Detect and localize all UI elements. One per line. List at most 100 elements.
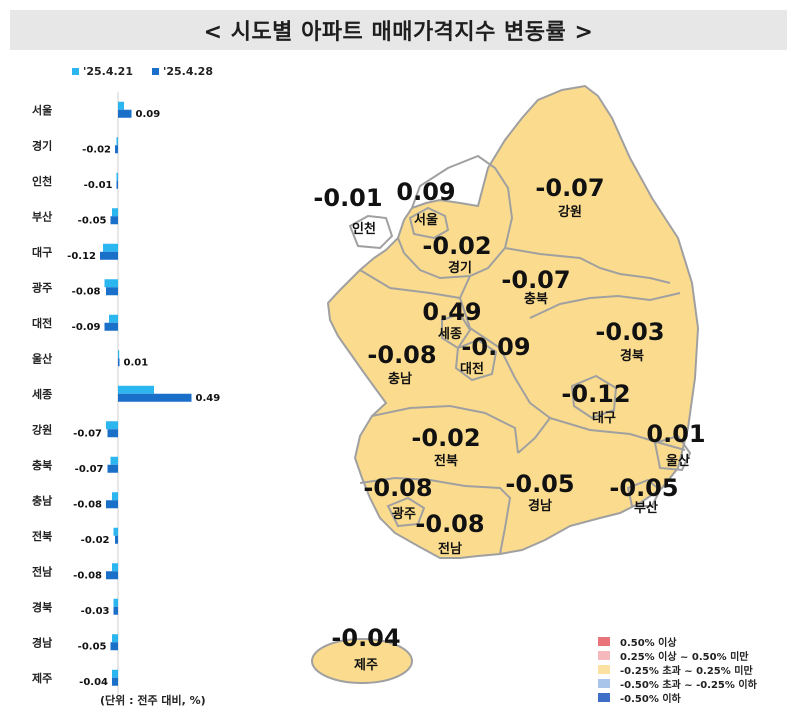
bar-prev [118,385,154,394]
category-label: 경기 [32,138,52,152]
bar-curr [118,358,120,367]
legend-label: '25.4.28 [163,65,213,78]
bar-prev [109,314,118,323]
bar-prev [112,634,118,643]
map-legend-label: 0.50% 이상 [620,637,677,649]
map-legend-item: -0.25% 초과 ~ 0.25% 미만 [598,662,757,677]
region-name: 울산 [666,453,690,469]
bar-prev [112,669,118,678]
region-name: 충남 [388,371,412,387]
border-incheon [348,214,394,250]
category-label: 경북 [32,600,52,614]
border-jeonbuk [371,404,519,454]
region-value: -0.02 [422,232,491,260]
region-name: 대구 [592,411,616,426]
bar-prev [116,172,118,181]
category-label: 서울 [32,103,52,117]
map-legend-swatch [598,664,610,674]
bar-curr [118,393,192,402]
legend-swatch [152,68,159,75]
border-gangwon-chungbuk [504,247,671,284]
region-name: 경남 [528,498,552,514]
region-value: -0.05 [505,470,574,498]
region-value: 0.01 [646,420,705,448]
bar-curr [107,464,118,473]
border-ulsan [653,434,692,472]
bar-prev [110,456,118,465]
region-name: 세종 [438,327,462,342]
mainland [326,84,700,559]
category-label: 세종 [32,387,52,401]
region-name: 제주 [354,658,378,673]
bar-prev [116,137,118,146]
bar-curr [118,109,132,118]
bar-prev [118,350,120,359]
bar-curr [113,606,118,615]
category-label: 대전 [32,316,52,330]
bar-curr [110,216,118,225]
border-gyeonggi [397,154,514,280]
region-name: 인천 [352,221,376,237]
bar-curr [106,571,118,580]
region-value: -0.05 [609,474,678,502]
region-value: 0.49 [422,298,481,326]
region-name: 전북 [434,453,458,469]
border-gwangju [386,496,426,528]
bar-curr [100,251,118,260]
border-gyeongbuk-south [549,417,686,451]
data-label: -0.07 [73,428,102,439]
map-legend-item: -0.50% 초과 ~ -0.25% 이하 [598,676,757,691]
bar-prev [113,598,118,607]
map-legend-item: 0.25% 이상 ~ 0.50% 미만 [598,648,757,663]
region-value: -0.01 [313,184,382,212]
bar-prev [106,421,118,430]
data-label: -0.07 [75,464,104,475]
region-name: 서울 [414,212,438,228]
data-label: -0.05 [78,215,107,226]
border-sejong [441,312,472,350]
bar-curr [106,287,118,296]
border-chungbuk [458,275,552,454]
region-name: 부산 [634,500,658,516]
map-legend-label: -0.25% 초과 ~ 0.25% 미만 [620,665,753,677]
region-value: -0.07 [501,266,570,294]
region-name: 강원 [558,204,582,220]
region-value: -0.04 [331,624,400,652]
region-name: 경북 [620,348,644,364]
border-seoul [408,206,450,240]
category-label: 전북 [32,529,52,543]
data-label: -0.08 [72,286,101,297]
map-legend-label: 0.25% 이상 ~ 0.50% 미만 [620,651,749,663]
category-label: 경남 [32,635,52,649]
region-value: -0.02 [411,424,480,452]
page-title: < 시도별 아파트 매매가격지수 변동률 > [10,10,787,50]
region-name: 충북 [524,291,548,307]
bar-chart: '25.4.21 '25.4.28 서울 0.09 경기 -0.02 인천 -0.01 부산 -0… [32,65,220,696]
border-gyeongbuk [529,292,681,319]
category-label: 울산 [32,351,52,365]
region-value: 0.09 [396,178,455,206]
bar-prev [112,492,118,501]
legend-swatch [72,68,79,75]
data-label: -0.01 [84,180,113,191]
category-label: 광주 [32,281,52,294]
border-busan [626,478,662,507]
region-value: -0.12 [561,380,630,408]
region-value: -0.08 [415,510,484,538]
region-value: -0.07 [535,174,604,202]
map-legend-swatch [598,650,610,660]
category-label: 제주 [32,671,52,685]
bar-prev [113,527,118,536]
border-daegu [570,374,618,420]
map-legend-label: -0.50% 초과 ~ -0.25% 이하 [620,679,757,691]
category-label: 부산 [32,209,52,223]
bar-prev [112,208,118,217]
bar-prev [112,563,118,572]
category-label: 전남 [32,564,52,578]
category-label: 충남 [32,493,52,507]
data-label: -0.09 [72,322,101,333]
bar-prev [104,279,118,288]
data-label: 0.09 [136,109,161,120]
